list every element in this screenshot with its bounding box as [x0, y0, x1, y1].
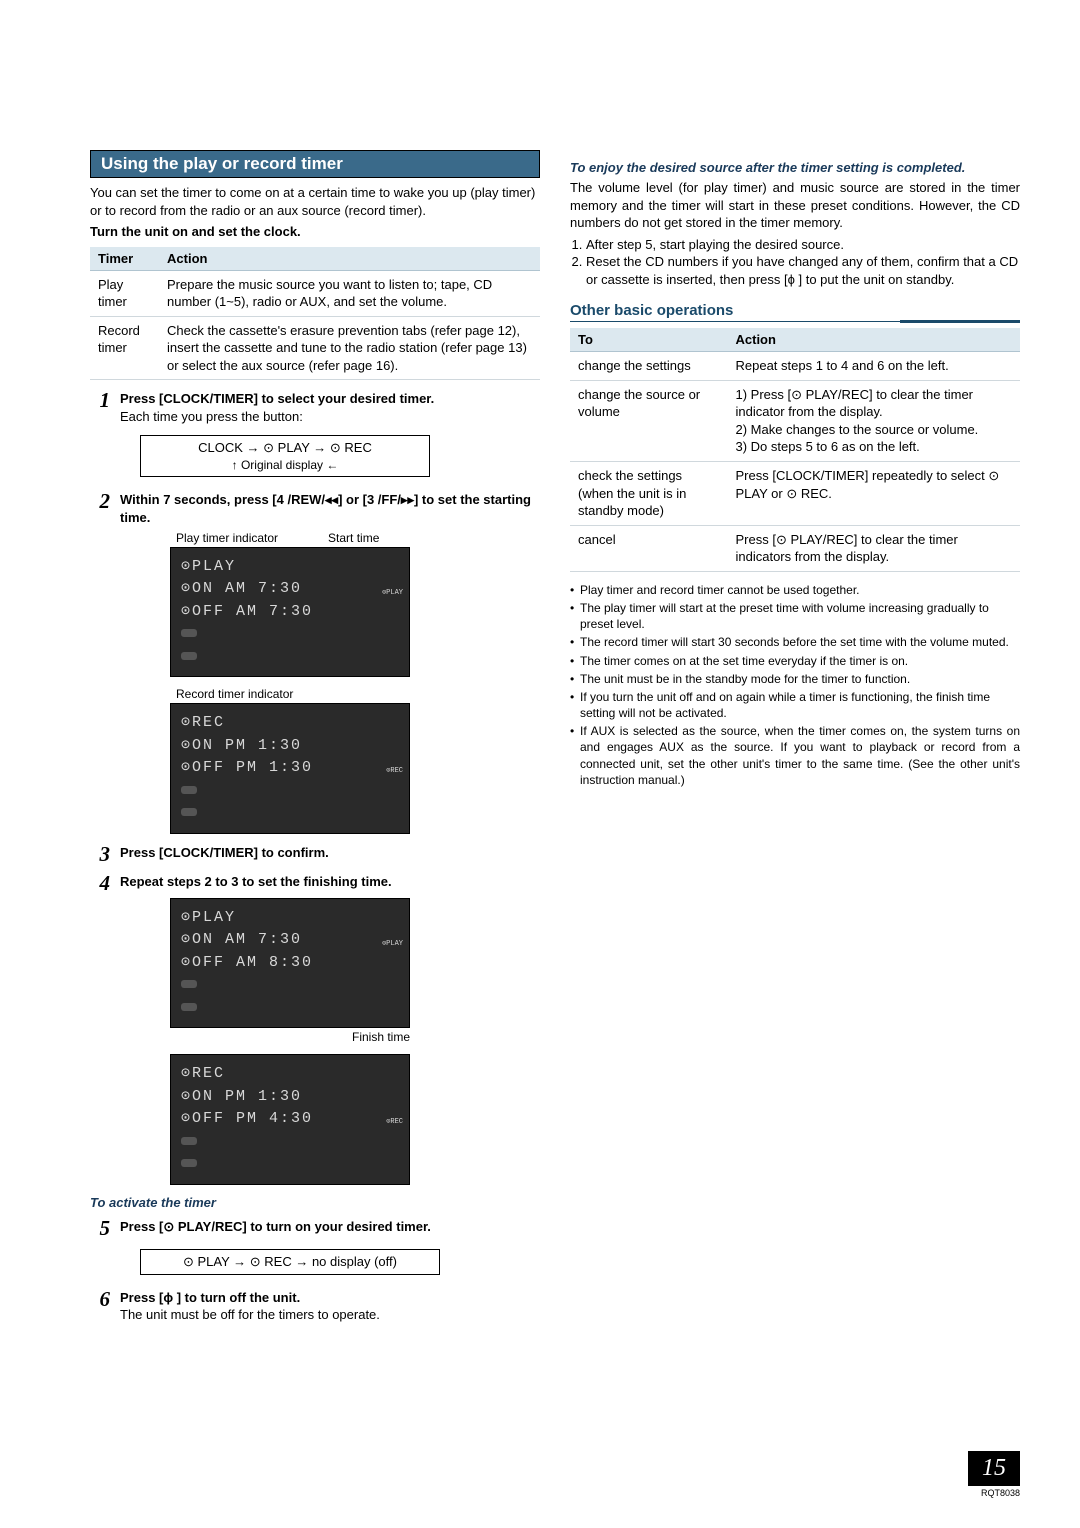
table-header: Action — [159, 247, 540, 271]
step-subtext: Each time you press the button: — [120, 409, 303, 424]
lcd-row: ⊙REC — [181, 1063, 399, 1086]
lcd-row: ⊙REC — [181, 712, 399, 735]
timer-table: Timer Action Play timer Prepare the musi… — [90, 247, 540, 381]
lcd-display-3: ⊙PLAY ⊙ON AM 7:30 ⊙OFF AM 8:30 ⊙PLAY Fin… — [170, 898, 540, 1045]
table-header: Timer — [90, 247, 159, 271]
lcd-tag: ⊙PLAY — [382, 939, 403, 950]
table-cell: Prepare the music source you want to lis… — [159, 270, 540, 316]
lcd-tag: ⊙REC — [386, 1117, 403, 1128]
enjoy-list: After step 5, start playing the desired … — [570, 236, 1020, 289]
lcd-indicator-icon — [181, 980, 197, 988]
page-number: 15 — [968, 1451, 1020, 1486]
step-subtext: The unit must be off for the timers to o… — [120, 1307, 380, 1322]
step-number: 5 — [90, 1218, 110, 1239]
table-cell: Play timer — [90, 270, 159, 316]
step-text: Press [CLOCK/TIMER] to select your desir… — [120, 391, 434, 406]
flow-line: ⊙ PLAY → ⊙ REC → no display (off) — [149, 1254, 431, 1270]
step-number: 3 — [90, 844, 110, 865]
step-number: 4 — [90, 873, 110, 894]
step-text: Press [ϕ ] to turn off the unit. — [120, 1290, 300, 1305]
lcd-display-1: Play timer indicator Start time ⊙PLAY ⊙O… — [170, 531, 540, 678]
lcd-row: ⊙OFF AM 8:30 — [181, 952, 399, 975]
list-item: If you turn the unit off and on again wh… — [570, 689, 1020, 721]
table-header: Action — [728, 328, 1021, 352]
enjoy-subhead: To enjoy the desired source after the ti… — [570, 160, 1020, 175]
notes-list: Play timer and record timer cannot be us… — [570, 582, 1020, 788]
table-cell: change the settings — [570, 352, 728, 381]
section-header: Using the play or record timer — [90, 150, 540, 178]
lcd-indicator-icon — [181, 1137, 197, 1145]
lcd-indicator-icon — [181, 629, 197, 637]
document-code: RQT8038 — [968, 1488, 1020, 1498]
step-4: 4 Repeat steps 2 to 3 to set the finishi… — [90, 873, 540, 894]
list-item: The record timer will start 30 seconds b… — [570, 634, 1020, 650]
table-cell: Record timer — [90, 316, 159, 380]
flow-diagram: CLOCK → ⊙ PLAY → ⊙ REC ↑ Original displa… — [140, 435, 430, 477]
flow-line: CLOCK → ⊙ PLAY → ⊙ REC — [149, 440, 421, 456]
list-item: After step 5, start playing the desired … — [586, 236, 1020, 254]
step-number: 6 — [90, 1289, 110, 1310]
step-number: 1 — [90, 390, 110, 411]
intro-text: You can set the timer to come on at a ce… — [90, 184, 540, 219]
step-5: 5 Press [⊙ PLAY/REC] to turn on your des… — [90, 1218, 540, 1239]
enjoy-body: The volume level (for play timer) and mu… — [570, 179, 1020, 232]
lcd-row: ⊙OFF PM 1:30 — [181, 757, 399, 780]
other-ops-header: Other basic operations — [570, 302, 1020, 322]
lcd-tag: ⊙REC — [386, 766, 403, 777]
lcd-row: ⊙OFF PM 4:30 — [181, 1108, 399, 1131]
table-header: To — [570, 328, 728, 352]
lcd-row: ⊙PLAY — [181, 907, 399, 930]
activate-subhead: To activate the timer — [90, 1195, 540, 1210]
page-footer: 15 RQT8038 — [968, 1451, 1020, 1498]
lcd-row: ⊙ON AM 7:30 — [181, 578, 399, 601]
lcd-label: Play timer indicator — [176, 531, 278, 545]
lcd-row: ⊙OFF AM 7:30 — [181, 601, 399, 624]
left-column: Using the play or record timer You can s… — [90, 150, 540, 1328]
list-item: Reset the CD numbers if you have changed… — [586, 253, 1020, 288]
lcd-indicator-icon — [181, 808, 197, 816]
table-cell: 1) Press [⊙ PLAY/REC] to clear the timer… — [728, 380, 1021, 461]
step-6: 6 Press [ϕ ] to turn off the unit. The u… — [90, 1289, 540, 1324]
step-3: 3 Press [CLOCK/TIMER] to confirm. — [90, 844, 540, 865]
table-cell: Press [CLOCK/TIMER] repeatedly to select… — [728, 462, 1021, 526]
step-text: Press [⊙ PLAY/REC] to turn on your desir… — [120, 1218, 540, 1236]
lcd-row: ⊙ON PM 1:30 — [181, 735, 399, 758]
lcd-label: Record timer indicator — [176, 687, 293, 701]
right-column: To enjoy the desired source after the ti… — [570, 150, 1020, 1328]
lcd-label: Start time — [328, 531, 379, 545]
lcd-indicator-icon — [181, 1159, 197, 1167]
operations-table: To Action change the settings Repeat ste… — [570, 328, 1020, 571]
lcd-indicator-icon — [181, 786, 197, 794]
list-item: The timer comes on at the set time every… — [570, 653, 1020, 669]
flow-diagram: ⊙ PLAY → ⊙ REC → no display (off) — [140, 1249, 440, 1275]
list-item: Play timer and record timer cannot be us… — [570, 582, 1020, 598]
lcd-tag: ⊙PLAY — [382, 588, 403, 599]
lcd-row: ⊙ON AM 7:30 — [181, 929, 399, 952]
lcd-display-2: Record timer indicator ⊙REC ⊙ON PM 1:30 … — [170, 687, 540, 834]
lcd-label: Finish time — [170, 1030, 410, 1044]
lcd-indicator-icon — [181, 652, 197, 660]
step-2: 2 Within 7 seconds, press [4 /REW/◂◂] or… — [90, 491, 540, 526]
lcd-display-4: ⊙REC ⊙ON PM 1:30 ⊙OFF PM 4:30 ⊙REC — [170, 1054, 540, 1185]
lcd-indicator-icon — [181, 1003, 197, 1011]
step-text: Within 7 seconds, press [4 /REW/◂◂] or [… — [120, 491, 540, 526]
step-1: 1 Press [CLOCK/TIMER] to select your des… — [90, 390, 540, 425]
lcd-row: ⊙PLAY — [181, 556, 399, 579]
table-cell: Repeat steps 1 to 4 and 6 on the left. — [728, 352, 1021, 381]
list-item: If AUX is selected as the source, when t… — [570, 723, 1020, 788]
table-cell: change the source or volume — [570, 380, 728, 461]
list-item: The play timer will start at the preset … — [570, 600, 1020, 632]
lcd-row: ⊙ON PM 1:30 — [181, 1086, 399, 1109]
table-cell: check the settings (when the unit is in … — [570, 462, 728, 526]
step-text: Repeat steps 2 to 3 to set the finishing… — [120, 873, 540, 891]
turn-on-text: Turn the unit on and set the clock. — [90, 223, 540, 241]
table-cell: Check the cassette's erasure prevention … — [159, 316, 540, 380]
list-item: The unit must be in the standby mode for… — [570, 671, 1020, 687]
step-text: Press [CLOCK/TIMER] to confirm. — [120, 844, 540, 862]
table-cell: Press [⊙ PLAY/REC] to clear the timer in… — [728, 525, 1021, 571]
step-number: 2 — [90, 491, 110, 512]
flow-caption: ↑ Original display ← — [149, 458, 421, 472]
table-cell: cancel — [570, 525, 728, 571]
